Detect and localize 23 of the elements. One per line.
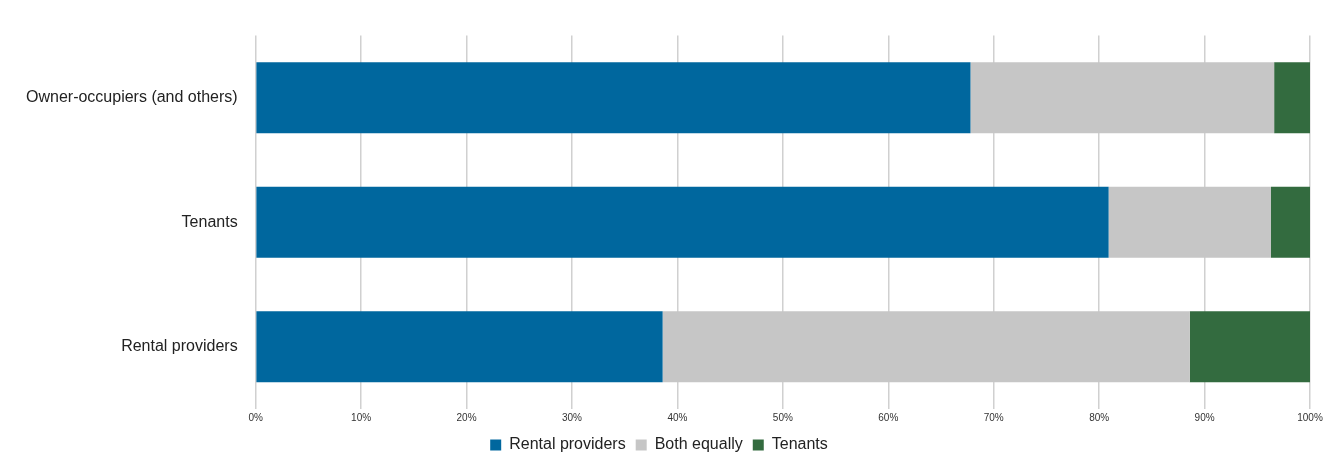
bar	[256, 62, 971, 134]
y-tick-label: Tenants	[181, 212, 238, 230]
y-tick-label: Owner-occupiers (and others)	[26, 88, 238, 106]
x-tick-label: 10%	[351, 411, 372, 423]
bar	[256, 186, 1109, 258]
bar	[1270, 186, 1310, 258]
legend-label: Both equally	[654, 435, 743, 453]
bar	[1274, 62, 1310, 134]
y-tick-label: Rental providers	[121, 337, 238, 355]
bar	[1189, 311, 1310, 383]
legend-label: Rental providers	[509, 435, 626, 453]
x-tick-label: 100%	[1297, 411, 1323, 423]
x-tick-label: 80%	[1089, 411, 1110, 423]
x-tick-label: 90%	[1194, 411, 1215, 423]
x-tick-label: 50%	[772, 411, 793, 423]
x-tick-label: 20%	[456, 411, 477, 423]
x-tick-label: 30%	[561, 411, 583, 423]
legend-label: Tenants	[771, 435, 828, 453]
bar	[256, 311, 663, 383]
x-tick-label: 0%	[248, 411, 263, 423]
x-tick-label: 60%	[878, 411, 899, 423]
x-tick-label: 70%	[983, 411, 1004, 423]
x-tick-label: 40%	[667, 411, 688, 423]
